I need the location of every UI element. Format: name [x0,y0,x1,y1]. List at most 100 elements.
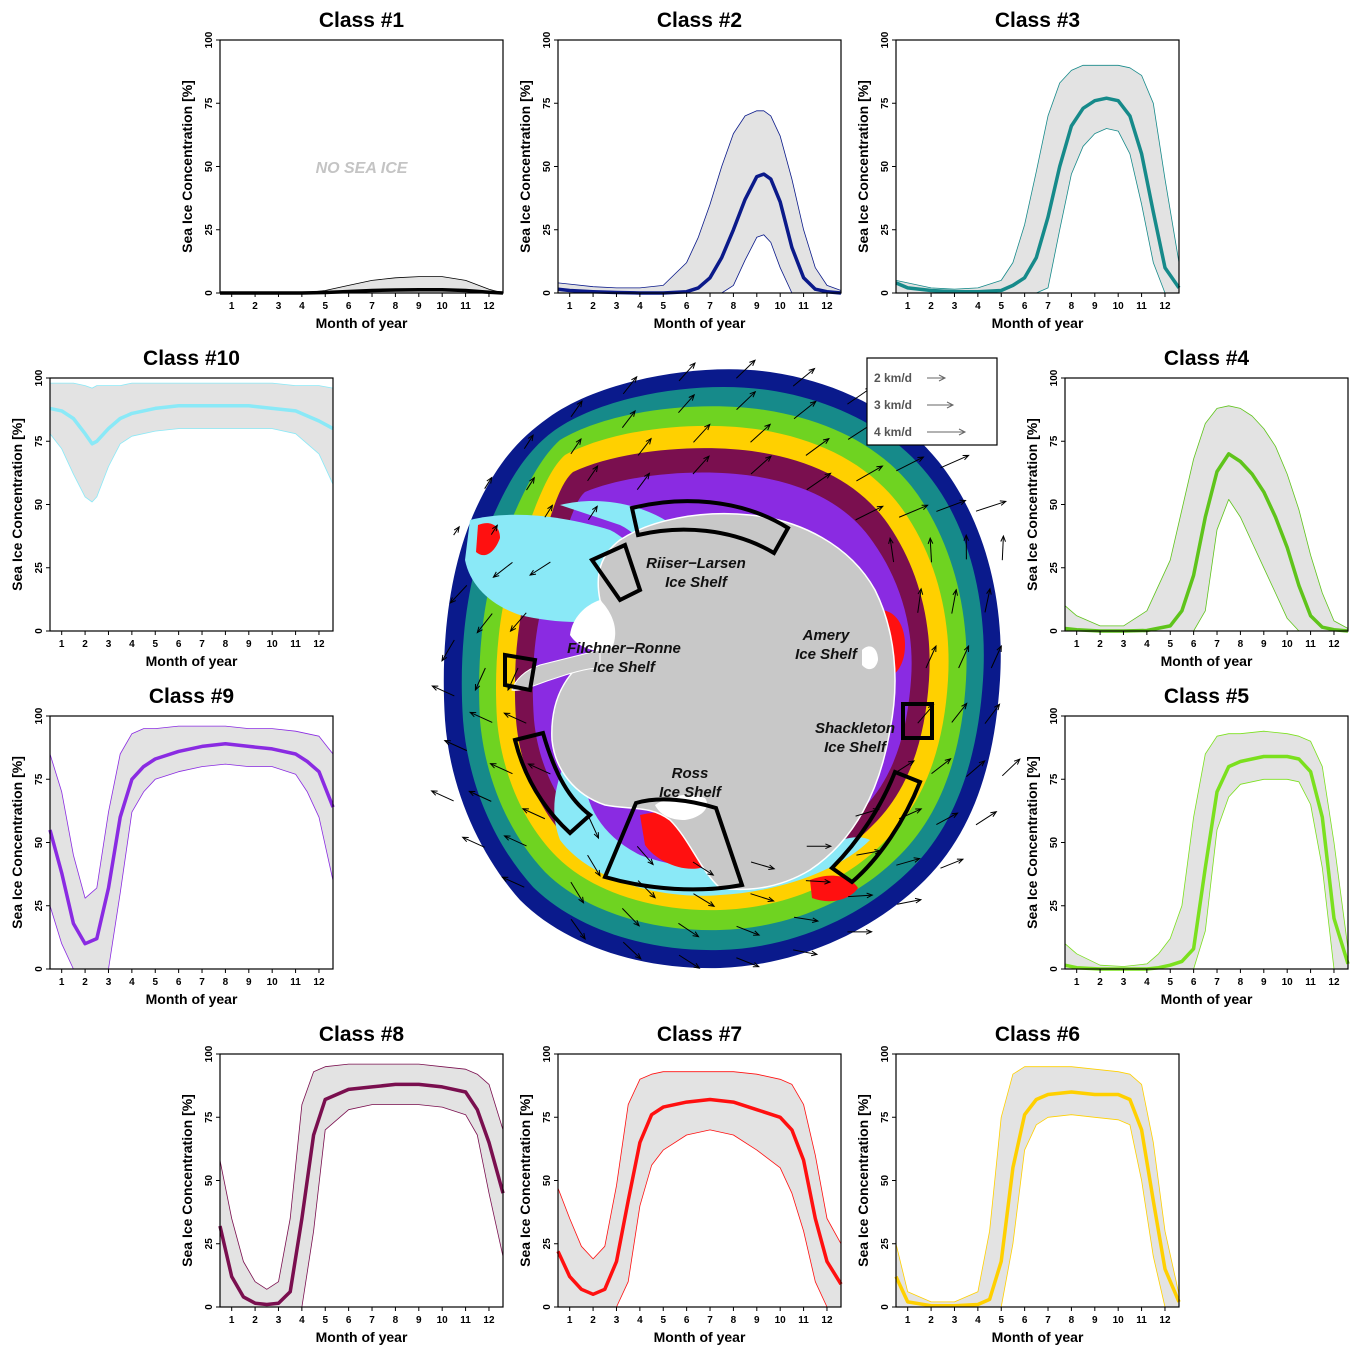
drift-arrow [929,538,933,563]
drift-arrow [806,472,831,491]
x-tick-label: 7 [199,977,205,988]
x-tick-label: 8 [1238,639,1244,650]
drift-arrowhead [507,683,513,692]
x-tick-label: 8 [1069,301,1075,312]
drift-arrowhead [468,790,476,797]
region-box-ross [602,797,745,892]
range-band [896,1066,1179,1307]
y-tick-label: 50 [1049,499,1060,511]
y-tick-label: 25 [204,1238,215,1250]
x-tick-label: 12 [821,301,833,312]
x-tick-label: 7 [369,1315,375,1326]
drift-arrow [587,465,599,482]
drift-arrow [896,858,920,866]
lower-bound-line [220,1104,504,1308]
x-axis-label: Month of year [316,315,408,331]
x-tick-label: 4 [299,301,305,312]
x-tick-label: 2 [252,1315,258,1326]
drift-arrow [637,438,652,456]
x-tick-label: 10 [775,1315,787,1326]
drift-arrowhead [693,962,701,969]
drift-arrowhead [888,536,894,545]
x-tick-label: 3 [106,977,112,988]
y-tick-label: 0 [880,1304,891,1310]
x-tick-label: 10 [437,301,449,312]
drift-arrow [1001,536,1004,561]
y-tick-label: 0 [880,290,891,296]
drift-arrow [855,505,883,521]
drift-arrow [975,500,1006,512]
drift-arrow [889,538,895,563]
x-tick-label: 12 [1328,977,1340,988]
drift-arrow [432,685,455,697]
shelf-label-line2: Ice Shelf [824,739,888,756]
drift-arrow [940,858,964,869]
x-tick-label: 9 [1092,301,1098,312]
drift-arrowhead [824,878,832,885]
y-tick-label: 50 [204,161,215,173]
y-tick-label: 25 [542,1238,553,1250]
drift-arrow [587,815,599,839]
panel-title: Class #1 [319,9,405,32]
x-tick-label: 12 [313,977,325,988]
y-tick-label: 25 [34,900,45,912]
x-tick-label: 5 [322,1315,328,1326]
shelf-label-line2: Ice Shelf [665,574,729,591]
y-tick-label: 75 [880,97,891,109]
drift-arrowhead [915,808,923,814]
drift-arrow [476,613,493,633]
drift-arrow [490,525,498,535]
mean-line [48,742,335,946]
drift-arrowhead [931,644,937,653]
y-tick-label: 75 [34,773,45,785]
x-tick-label: 5 [152,639,158,650]
drift-arrowhead [962,454,970,461]
drift-arrow [570,881,584,904]
x-tick-label: 3 [1121,977,1127,988]
x-tick-label: 9 [416,301,422,312]
drift-arrowhead [921,504,929,510]
drift-arrow [453,526,460,536]
drift-arrowhead [503,712,511,718]
x-tick-label: 2 [1097,977,1103,988]
drift-arrowhead [913,857,921,863]
x-tick-label: 2 [82,977,88,988]
drift-arrow [678,362,696,382]
y-tick-label: 50 [880,161,891,173]
drift-arrowhead [764,423,772,431]
mean-line [49,404,334,446]
drift-arrowhead [576,400,583,408]
drift-arrowhead [492,524,499,532]
y-tick-label: 100 [542,1045,553,1062]
x-tick-label: 10 [1113,301,1125,312]
drift-arrowhead [703,455,710,463]
y-tick-label: 0 [34,966,45,972]
x-tick-label: 8 [731,301,737,312]
drift-arrowhead [978,760,986,767]
y-tick-label: 100 [542,31,553,48]
drift-arrow [431,790,454,802]
drift-arrowhead [810,950,819,957]
drift-arrow [469,790,492,802]
drift-arrow [966,760,986,778]
ice-shelf-amery [862,646,878,670]
drift-arrowhead [963,533,970,541]
drift-arrow [502,876,525,888]
drift-arrowhead [866,892,874,899]
drift-arrow [940,454,969,469]
region-box-antarctic-peninsula [503,652,538,693]
speed-legend: 2 km/d 3 km/d 4 km/d [866,357,998,446]
y-axis-label: Sea Ice Concentration [%] [855,80,871,253]
antarctic-map: Riiser−Larsen Ice Shelf Filchner−Ronne Ice … [430,357,1021,969]
x-tick-label: 4 [129,639,135,650]
drift-arrow [678,394,695,414]
x-tick-label: 11 [798,1315,809,1326]
drift-arrow [470,711,493,723]
drift-arrowhead [752,962,761,968]
x-tick-label: 2 [252,301,258,312]
